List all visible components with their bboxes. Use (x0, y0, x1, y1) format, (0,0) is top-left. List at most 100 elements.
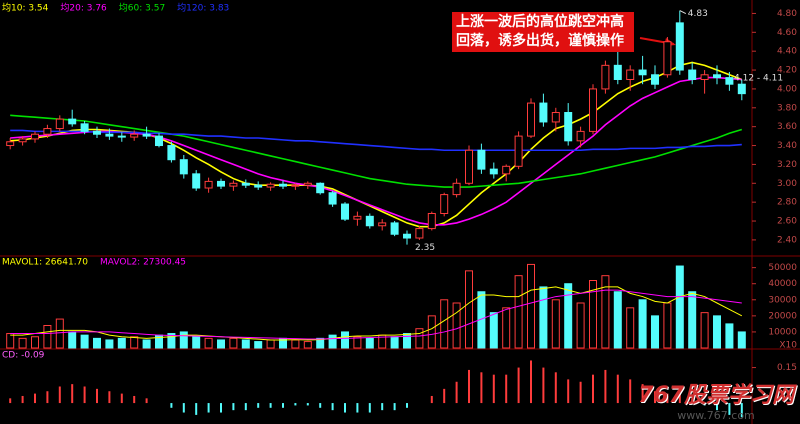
macd-title: CD: -0.09 (2, 351, 45, 361)
candle-body (341, 203, 349, 220)
candle-body (651, 74, 659, 85)
candle-body (514, 135, 523, 167)
candle-body (725, 77, 734, 85)
volume-bar (415, 328, 424, 349)
candle-body (105, 133, 114, 137)
legend-entry: 均10: 3.54 (2, 2, 49, 14)
y-tick-label: 3.40 (777, 141, 797, 151)
volume-bar (204, 337, 213, 349)
volume-bar (675, 265, 684, 349)
candle-body (465, 149, 473, 184)
volume-bar (514, 275, 523, 349)
volume-bar (328, 334, 337, 349)
candle-body (427, 212, 436, 230)
mavol-line (10, 289, 742, 340)
volume-bar (43, 325, 52, 349)
candle-body (551, 112, 560, 123)
volume-bar (316, 337, 325, 349)
volume-bar (130, 336, 139, 349)
candle-body (713, 74, 721, 79)
candle-body (403, 233, 411, 239)
y-tick-label: 30000 (768, 295, 797, 305)
volume-bar (601, 275, 610, 349)
candle-body (663, 41, 672, 76)
volume-bar (589, 280, 597, 349)
volume-bar (254, 341, 263, 349)
candle-body (93, 130, 101, 135)
y-tick-label: 3.00 (777, 179, 797, 189)
watermark: 767股票学习网 www.767.com (638, 377, 794, 422)
candle-body (576, 130, 585, 142)
volume-bar (651, 315, 659, 349)
volume-bar (452, 302, 461, 349)
watermark-url: www.767.com (677, 409, 755, 422)
ma-line (10, 129, 742, 152)
candle-body (192, 173, 201, 189)
candle-body (279, 183, 287, 187)
candle-body (241, 182, 250, 186)
volume-bar (713, 315, 721, 349)
volume-bar (527, 263, 535, 349)
volume-bar (737, 331, 746, 349)
volume-bar (341, 331, 349, 349)
y-tick-label: 4.60 (777, 28, 797, 38)
candle-body (179, 159, 188, 175)
candle-body (353, 215, 362, 220)
volume-bar (390, 336, 399, 349)
candle-body (167, 145, 176, 161)
candle-body (80, 123, 89, 132)
candle-body (638, 69, 647, 76)
volume-bar (217, 339, 225, 349)
unit-label: X10 (779, 341, 797, 351)
y-tick-label: 10000 (768, 327, 797, 337)
candle-body (440, 194, 449, 214)
volume-bar (241, 339, 250, 349)
mavol-line (10, 286, 743, 341)
y-tick-label: 50000 (768, 263, 797, 273)
y-tick-label: 20000 (768, 311, 797, 321)
candle-body (68, 118, 77, 125)
annotation: 上涨一波后的高位跳空冲高回落，诱多出货，谨慎操作 (452, 12, 634, 52)
volume-bar (167, 333, 176, 349)
candle-body (589, 88, 597, 132)
candle-body (217, 180, 225, 187)
candle-body (365, 215, 374, 227)
y-tick-label: 4.00 (777, 84, 797, 94)
volume-bar (613, 291, 622, 349)
volume-bar (18, 337, 27, 349)
high-pointer (679, 10, 687, 15)
y-tick-label: 2.80 (777, 198, 797, 208)
y-tick-label: 3.20 (777, 160, 797, 170)
candle-body (489, 168, 498, 175)
candle-body (415, 228, 424, 239)
candle-body (452, 182, 461, 196)
volume-bar (93, 337, 101, 349)
low-label: 2.35 (415, 243, 435, 253)
candle-body (31, 133, 39, 140)
volume-bar (700, 312, 709, 349)
ma-line (10, 114, 743, 188)
candle-body (564, 112, 573, 142)
y-tick-label: 4.80 (777, 9, 797, 19)
volume-bar (477, 291, 486, 349)
volume-bar (551, 299, 560, 349)
high-label: 4.83 (688, 9, 708, 19)
candle-body (117, 135, 126, 138)
volume-bar (502, 307, 511, 349)
volume-bar (539, 286, 548, 349)
candle-body (688, 69, 697, 80)
candle-body (254, 184, 263, 188)
candle-body (6, 141, 15, 147)
volume-bar (266, 339, 275, 349)
volume-bar (80, 334, 89, 349)
y-tick-label: 4.40 (777, 47, 797, 57)
candle-body (539, 102, 548, 123)
volume-bar (6, 333, 15, 349)
legend-entry: MAVOL1: 26641.70 (2, 258, 88, 268)
y-tick-label: 2.40 (777, 235, 797, 245)
candle-body (142, 133, 151, 137)
candle-body (266, 183, 275, 188)
candle-body (229, 182, 238, 187)
volume-bar (142, 339, 151, 349)
